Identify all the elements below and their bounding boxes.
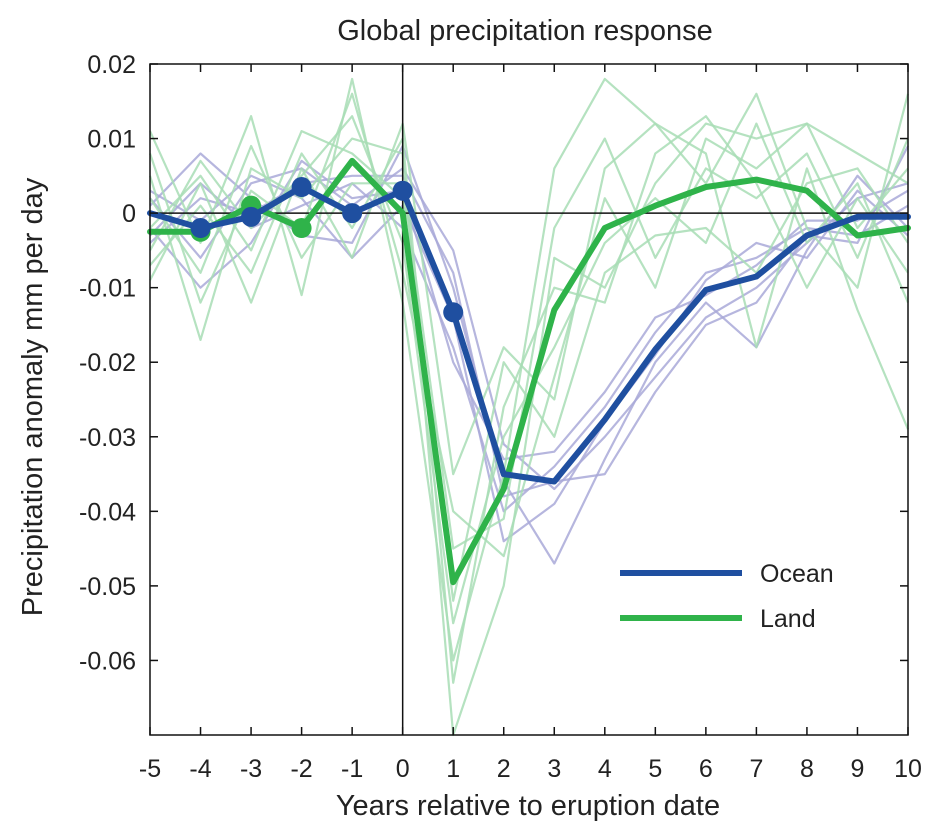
x-tick-label: -1 (341, 755, 363, 783)
x-tick-label: 1 (446, 755, 460, 783)
x-tick-label: 6 (699, 755, 713, 783)
plot-area: -5 -4 -3 -2 -1 0 1 2 3 4 5 6 7 8 9 10 0.02 0.01 0 -0.01 -0.0… (79, 51, 922, 783)
y-tick-label: 0 (122, 200, 136, 228)
series-marker-ocean (241, 206, 262, 227)
ensemble-line-ocean (149, 174, 909, 543)
x-axis-label: Years relative to eruption date (336, 790, 720, 822)
ensemble-line-land (148, 122, 909, 737)
series-marker-ocean (342, 203, 363, 224)
y-tick-label: -0.05 (79, 573, 136, 601)
series-marker-ocean (190, 218, 211, 239)
y-tick-label: -0.01 (79, 275, 136, 303)
plot-frame (149, 63, 909, 736)
series-marker-land (291, 218, 312, 239)
x-tick-label: 4 (598, 755, 612, 783)
y-tick-label: -0.03 (79, 424, 136, 452)
series-marker-ocean (291, 177, 312, 198)
legend-label-ocean: Ocean (760, 560, 834, 588)
ensemble-line-ocean (149, 145, 909, 498)
series-marker-ocean (443, 302, 464, 323)
y-tick-label: -0.02 (79, 349, 136, 377)
x-tick-label: 7 (749, 755, 763, 783)
series-line-ocean (147, 184, 911, 485)
x-tick-label: -4 (189, 755, 211, 783)
chart-title: Global precipitation response (337, 15, 713, 47)
y-axis-label: Precipitation anomaly mm per day (17, 177, 49, 616)
y-tick-label: 0.02 (87, 51, 136, 79)
x-tick-label: -3 (240, 755, 262, 783)
ensemble-line-land (148, 92, 909, 558)
legend: Ocean Land (620, 560, 834, 633)
x-tick-label: 0 (396, 755, 410, 783)
legend-label-land: Land (760, 605, 816, 633)
y-tick-label: -0.06 (79, 647, 136, 675)
y-tick-label: 0.01 (87, 126, 136, 154)
x-tick-label: 8 (800, 755, 814, 783)
ensemble-line-land (149, 130, 909, 602)
x-tick-label: 10 (894, 755, 922, 783)
x-tick-label: 5 (648, 755, 662, 783)
series-marker-ocean (392, 180, 413, 201)
x-tick-label: 3 (547, 755, 561, 783)
series-line-land (147, 157, 911, 586)
y-tick-label: -0.04 (79, 498, 136, 526)
x-tick-label: -2 (290, 755, 312, 783)
ensemble-line-land (148, 77, 910, 662)
x-tick-label: 9 (851, 755, 865, 783)
x-tick-label: 2 (497, 755, 511, 783)
x-tick-label: -5 (139, 755, 161, 783)
